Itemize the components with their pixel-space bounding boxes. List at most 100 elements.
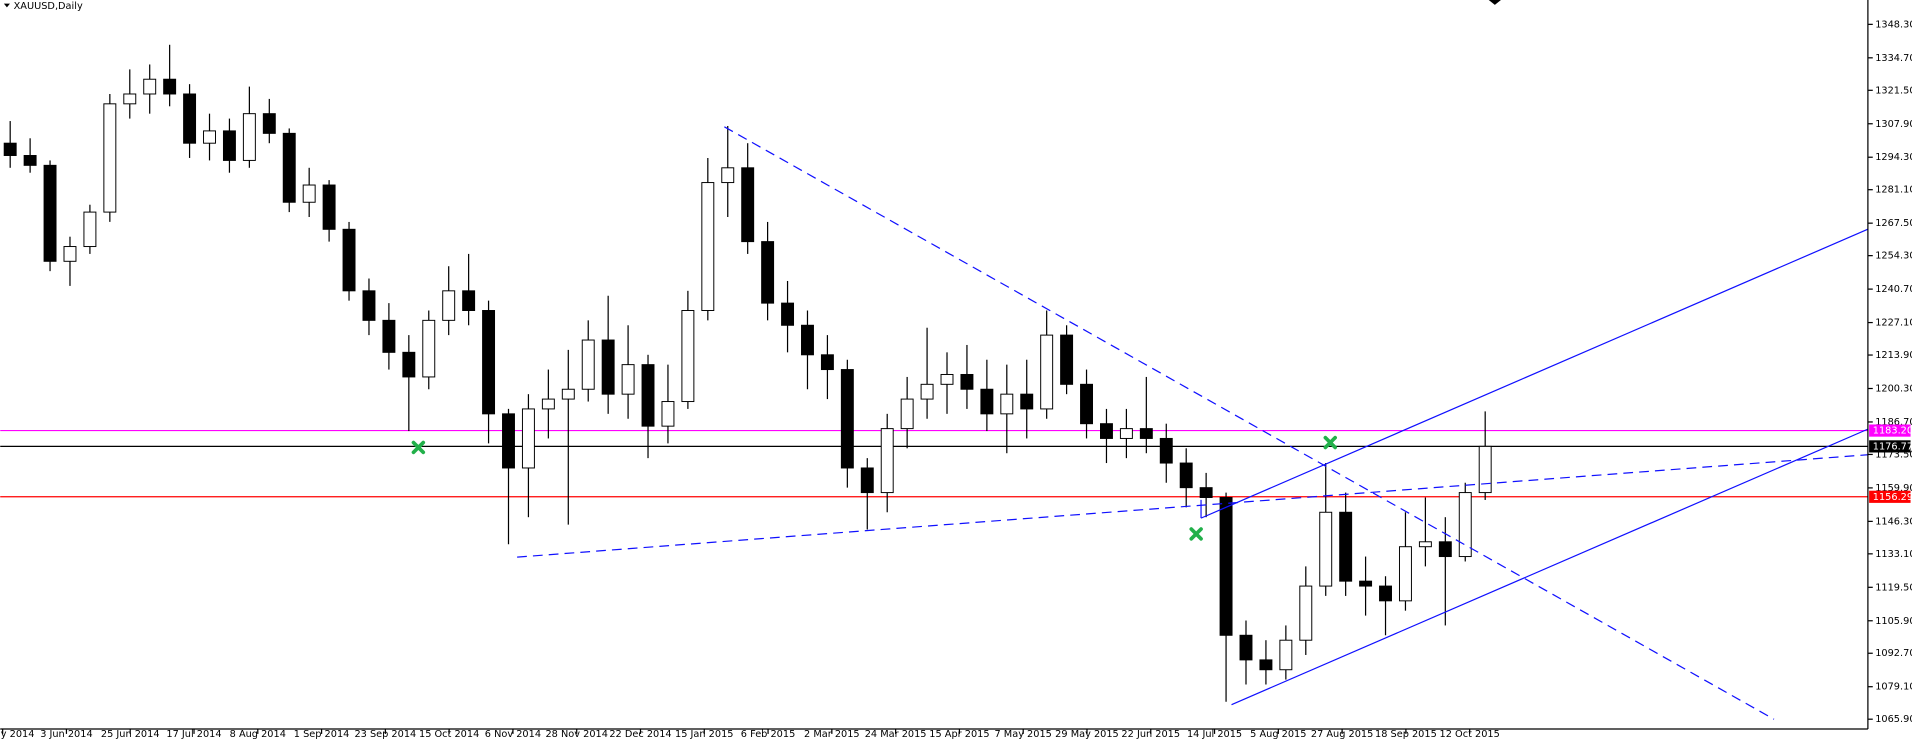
x-tick-label: 14 Jul 2015	[1187, 729, 1242, 740]
trendline	[724, 126, 1775, 720]
candle-body	[1100, 423, 1113, 439]
candle-body	[940, 373, 954, 385]
x-tick-label: 12 May 2014	[0, 729, 34, 740]
y-tick-label: 1213.90	[1875, 350, 1912, 361]
candle-body	[1179, 462, 1193, 489]
candle-body	[302, 184, 316, 203]
candle-body	[322, 184, 336, 230]
x-tick-label: 3 Jun 2014	[40, 729, 92, 740]
candle-body	[123, 93, 137, 105]
candle-body	[163, 78, 177, 95]
x-marker	[411, 440, 426, 455]
x-marker	[1189, 527, 1203, 541]
candle-body	[1119, 428, 1133, 439]
candle-body	[342, 228, 356, 292]
candle-body	[581, 339, 595, 390]
candle-body	[1159, 437, 1173, 464]
x-tick-label: 12 Oct 2015	[1440, 729, 1500, 740]
levels	[0, 429, 1868, 498]
y-tick-label: 1321.50	[1875, 85, 1912, 96]
candle-body	[741, 167, 755, 243]
candle-body	[282, 132, 296, 203]
candle-body	[561, 388, 575, 400]
candle-body	[521, 408, 535, 469]
x-tick-label: 23 Sep 2014	[354, 729, 416, 740]
candle-body	[1418, 541, 1432, 548]
candle-body	[3, 142, 17, 156]
x-tick-label: 7 May 2015	[995, 729, 1052, 740]
x-tick-label: 28 Nov 2014	[545, 729, 607, 740]
candle-body	[880, 428, 894, 494]
chart-title: XAUUSD,Daily	[14, 1, 83, 12]
candle-body	[960, 373, 974, 390]
x-tick-label: 1 Sep 2014	[294, 729, 350, 740]
candle-body	[362, 290, 376, 321]
candle-body	[661, 401, 675, 427]
candle-body	[462, 290, 476, 311]
candle-body	[761, 241, 775, 304]
candle-body	[1398, 546, 1412, 602]
candle-body	[1139, 428, 1153, 439]
y-tick-label: 1133.10	[1875, 549, 1912, 560]
candle-body	[482, 310, 496, 415]
x-tick-label: 17 Jul 2014	[166, 729, 221, 740]
candle-body	[1060, 334, 1074, 385]
candle-body	[23, 155, 37, 166]
candle-body	[1299, 585, 1313, 641]
y-tick-label: 1267.50	[1875, 218, 1912, 229]
candle-body	[63, 246, 77, 262]
candle-body	[1000, 393, 1014, 415]
x-tick-label: 18 Sep 2015	[1375, 729, 1437, 740]
level-tag	[1869, 424, 1911, 437]
y-tick-label: 1173.50	[1875, 449, 1912, 460]
candle-body	[601, 339, 615, 395]
x-tick-label: 27 Aug 2015	[1311, 729, 1373, 740]
y-tick-label: 1227.10	[1875, 318, 1912, 329]
x-marker	[1323, 435, 1337, 450]
candle-body	[1279, 639, 1293, 671]
candle-body	[980, 388, 994, 415]
candle-body	[900, 398, 914, 430]
y-tick-label: 1159.90	[1875, 483, 1912, 494]
candle-body	[262, 113, 276, 134]
candle-body	[402, 351, 416, 378]
candle-body	[920, 383, 934, 400]
candle-body	[382, 319, 396, 353]
candle-body	[222, 130, 236, 161]
candle-body	[1438, 541, 1452, 558]
candles	[3, 44, 1492, 702]
candle-body	[641, 364, 655, 427]
candle-body	[442, 290, 456, 321]
x-tick-label: 15 Oct 2014	[419, 729, 479, 740]
candle-body	[1359, 580, 1373, 587]
x-tick-label: 25 Jun 2014	[101, 729, 160, 740]
candle-body	[143, 78, 157, 95]
candle-body	[1219, 497, 1233, 636]
y-tick-label: 1294.30	[1875, 152, 1912, 163]
candle-body	[1458, 492, 1472, 558]
y-tick-label: 1334.70	[1875, 53, 1912, 64]
candle-body	[840, 369, 854, 469]
candle-body	[721, 167, 735, 184]
x-tick-label: 5 Aug 2015	[1250, 729, 1306, 740]
level-tag	[1869, 490, 1911, 503]
candle-body	[681, 310, 695, 403]
y-tick-label: 1348.30	[1875, 19, 1912, 30]
x-tick-label: 29 May 2015	[1055, 729, 1119, 740]
y-tick-label: 1281.10	[1875, 185, 1912, 196]
x-tick-label: 15 Jan 2015	[675, 729, 733, 740]
candle-body	[1199, 487, 1213, 498]
candle-body	[83, 211, 97, 248]
x-tick-label: 15 Apr 2015	[929, 729, 989, 740]
y-tick-label: 1240.70	[1875, 284, 1912, 295]
x-tick-label: 22 Dec 2014	[609, 729, 671, 740]
candle-body	[203, 130, 216, 144]
y-tick-label: 1065.90	[1875, 714, 1912, 725]
y-tick-label: 1146.30	[1875, 516, 1912, 527]
level-label: 1156.29	[1873, 492, 1912, 503]
y-tick-label: 1092.70	[1875, 648, 1912, 659]
candle-body	[43, 164, 57, 262]
x-tick-label: 24 Mar 2015	[865, 729, 927, 740]
